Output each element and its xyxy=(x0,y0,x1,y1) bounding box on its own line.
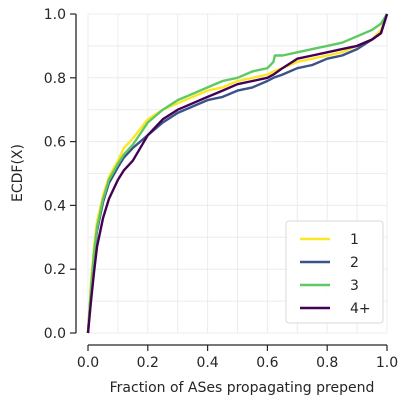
y-tick-label: 0.0 xyxy=(44,326,66,342)
y-tick-label: 0.8 xyxy=(44,71,66,87)
legend-label: 1 xyxy=(350,232,359,248)
x-tick-label: 0.6 xyxy=(256,355,278,371)
x-tick-label: 0.0 xyxy=(77,355,99,371)
axes xyxy=(75,14,387,346)
legend-label: 2 xyxy=(350,255,359,271)
legend-label: 3 xyxy=(350,278,359,294)
series-line-4plus xyxy=(86,13,389,334)
x-axis-label: Fraction of ASes propagating prepend xyxy=(110,380,375,396)
x-tick-label: 1.0 xyxy=(376,355,398,371)
legend-label: 4+ xyxy=(350,301,371,317)
x-tick-label: 0.4 xyxy=(196,355,218,371)
x-tick-label: 0.8 xyxy=(316,355,338,371)
ticks: 0.0 0.2 0.4 0.6 0.8 1.0 0.0 0.2 0.4 0.6 0.8 1.0 xyxy=(44,7,398,371)
y-tick-label: 0.6 xyxy=(44,135,66,151)
y-tick-label: 1.0 xyxy=(44,7,66,23)
series-line-3 xyxy=(86,13,389,334)
x-tick-label: 0.2 xyxy=(137,355,159,371)
legend: 1 2 3 4+ xyxy=(285,220,384,324)
legend-box xyxy=(285,220,384,324)
series-lines xyxy=(86,13,389,334)
y-axis-label: ECDF(X) xyxy=(10,144,26,202)
y-tick-label: 0.4 xyxy=(44,198,66,214)
y-tick-label: 0.2 xyxy=(44,262,66,278)
